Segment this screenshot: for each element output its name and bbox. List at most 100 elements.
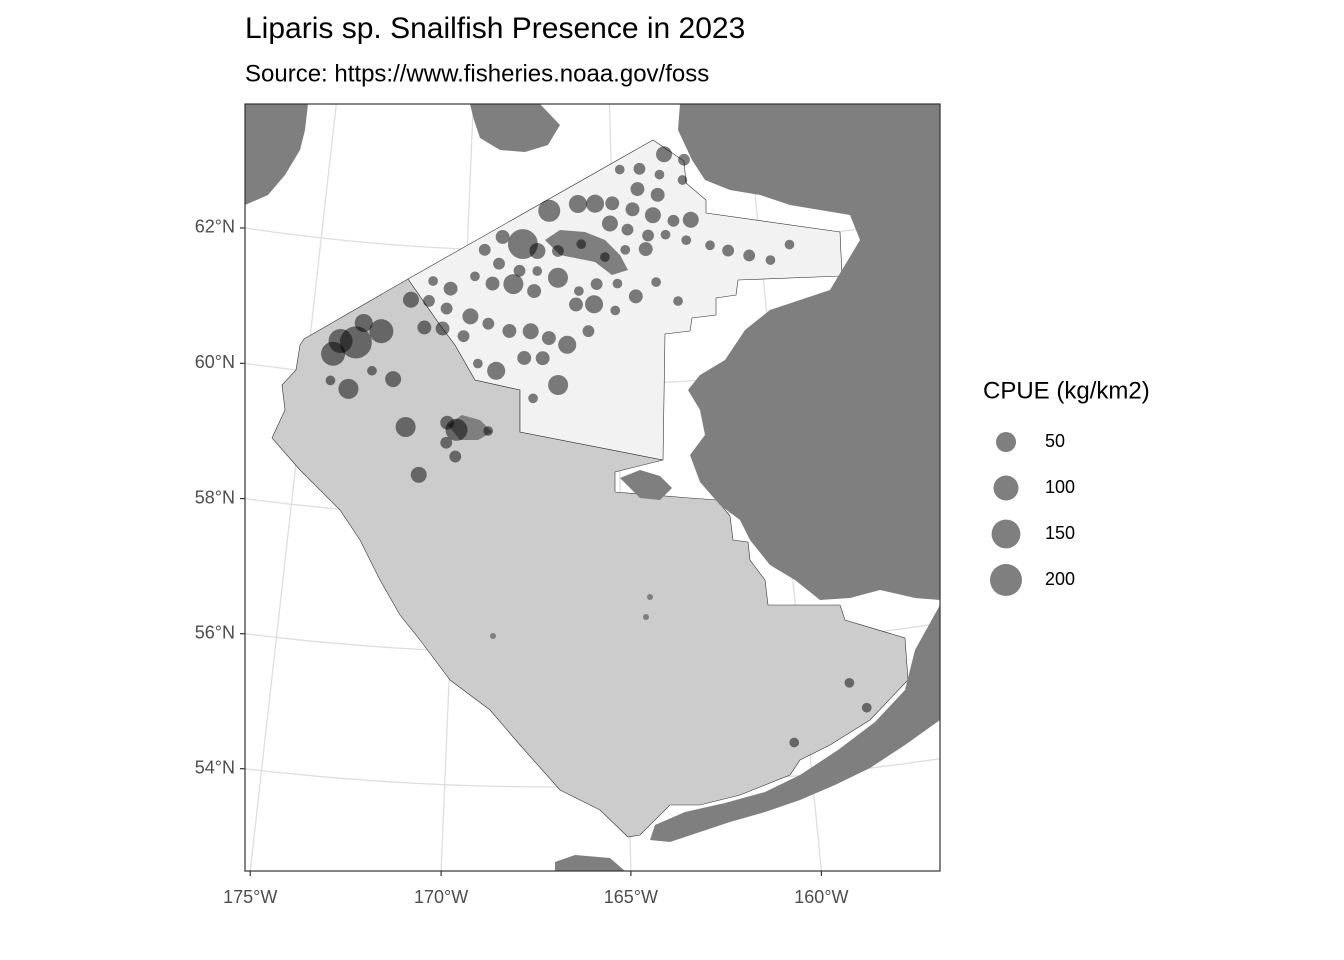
y-tick-label: 58°N: [195, 487, 235, 507]
bubble: [558, 335, 577, 354]
bubble: [673, 296, 683, 306]
land-pribilof: [647, 594, 653, 600]
land: [245, 104, 940, 871]
bubble: [633, 162, 646, 175]
land-st-lawrence: [545, 230, 628, 275]
bubble: [385, 371, 402, 388]
bubble: [538, 199, 561, 222]
bubble: [568, 194, 587, 214]
bubble: [495, 229, 510, 244]
bubble: [547, 267, 568, 288]
bubble: [338, 378, 359, 399]
legend-label: 100: [1045, 477, 1075, 497]
panel-border: [244, 103, 941, 872]
legend-title: CPUE (kg/km2): [983, 377, 1150, 404]
bubble: [522, 323, 539, 340]
bubble: [367, 365, 377, 376]
bubbles: [321, 146, 872, 748]
bubble: [677, 175, 688, 185]
bubble: [650, 187, 665, 202]
bubble: [513, 264, 526, 277]
bubble: [625, 202, 640, 217]
legend-label: 50: [1045, 431, 1065, 451]
bubble: [552, 245, 564, 257]
bubble: [483, 426, 494, 436]
bubble: [449, 450, 462, 463]
bubble: [630, 182, 645, 196]
bubble: [621, 223, 634, 236]
x-tick-label: 160°W: [794, 887, 848, 907]
bubble: [620, 244, 631, 255]
bubble: [472, 358, 483, 369]
bubble: [705, 240, 715, 251]
bubble: [612, 278, 623, 289]
bubble: [445, 418, 468, 441]
land-pribilof: [643, 614, 649, 620]
bubble: [443, 281, 458, 296]
y-tick-label: 56°N: [195, 622, 235, 642]
legend-key: [993, 475, 1019, 501]
survey-area-north: [407, 139, 843, 461]
axes: 175°W 170°W 165°W 160°W 54°N 56°N 58°N 60°N 62°N: [195, 217, 849, 907]
bubble: [369, 319, 394, 344]
bubble: [470, 271, 480, 282]
bubble: [656, 146, 673, 163]
bubble: [861, 702, 872, 713]
bubble: [743, 249, 756, 262]
bubble: [482, 317, 495, 330]
x-tick-label: 175°W: [223, 887, 277, 907]
bubble: [844, 677, 855, 688]
bubble: [784, 239, 795, 250]
chart-title: Liparis sp. Snailfish Presence in 2023: [245, 12, 745, 45]
bubble: [502, 323, 517, 338]
bubble: [628, 289, 643, 304]
grid-line: [245, 758, 940, 788]
bubble: [765, 255, 776, 265]
bubble: [402, 291, 419, 308]
legend-label: 200: [1045, 569, 1075, 589]
bubble: [535, 351, 550, 366]
bubble: [722, 244, 735, 257]
bubble: [574, 286, 584, 296]
bubble: [582, 325, 595, 338]
bubble: [644, 207, 661, 224]
legend-key: [995, 431, 1017, 453]
bubble: [395, 416, 416, 438]
y-tick-label: 60°N: [195, 352, 235, 372]
x-tick-label: 165°W: [604, 887, 658, 907]
bubble: [789, 737, 800, 748]
land-peninsula: [650, 605, 940, 842]
bubble: [325, 375, 336, 386]
bubble: [654, 169, 665, 180]
bubble: [600, 252, 610, 262]
bubble: [569, 297, 583, 312]
bubble: [541, 331, 556, 346]
bubble: [485, 276, 500, 291]
bubble: [660, 229, 671, 240]
bubble: [651, 277, 661, 287]
legend: CPUE (kg/km2) 50 100 150 200: [983, 377, 1150, 597]
land-aleutians: [555, 855, 625, 871]
bubble: [576, 239, 587, 249]
bubble: [321, 341, 346, 366]
bubble: [610, 305, 621, 316]
bubble: [529, 242, 546, 259]
bubble: [428, 276, 438, 286]
y-tick-label: 54°N: [195, 757, 235, 777]
bubble: [435, 321, 450, 336]
land-alaska: [678, 104, 940, 600]
bubble: [527, 284, 542, 299]
bubble: [532, 266, 543, 276]
bubble: [517, 351, 532, 365]
bubble: [457, 330, 470, 343]
bubble: [667, 214, 680, 227]
bubble: [614, 164, 625, 175]
land-chukotka: [470, 104, 560, 152]
bubble: [585, 295, 604, 314]
bubble: [678, 153, 690, 166]
survey-area-south: [271, 278, 909, 838]
bubble: [586, 194, 605, 213]
land-st-matthew: [490, 633, 496, 639]
